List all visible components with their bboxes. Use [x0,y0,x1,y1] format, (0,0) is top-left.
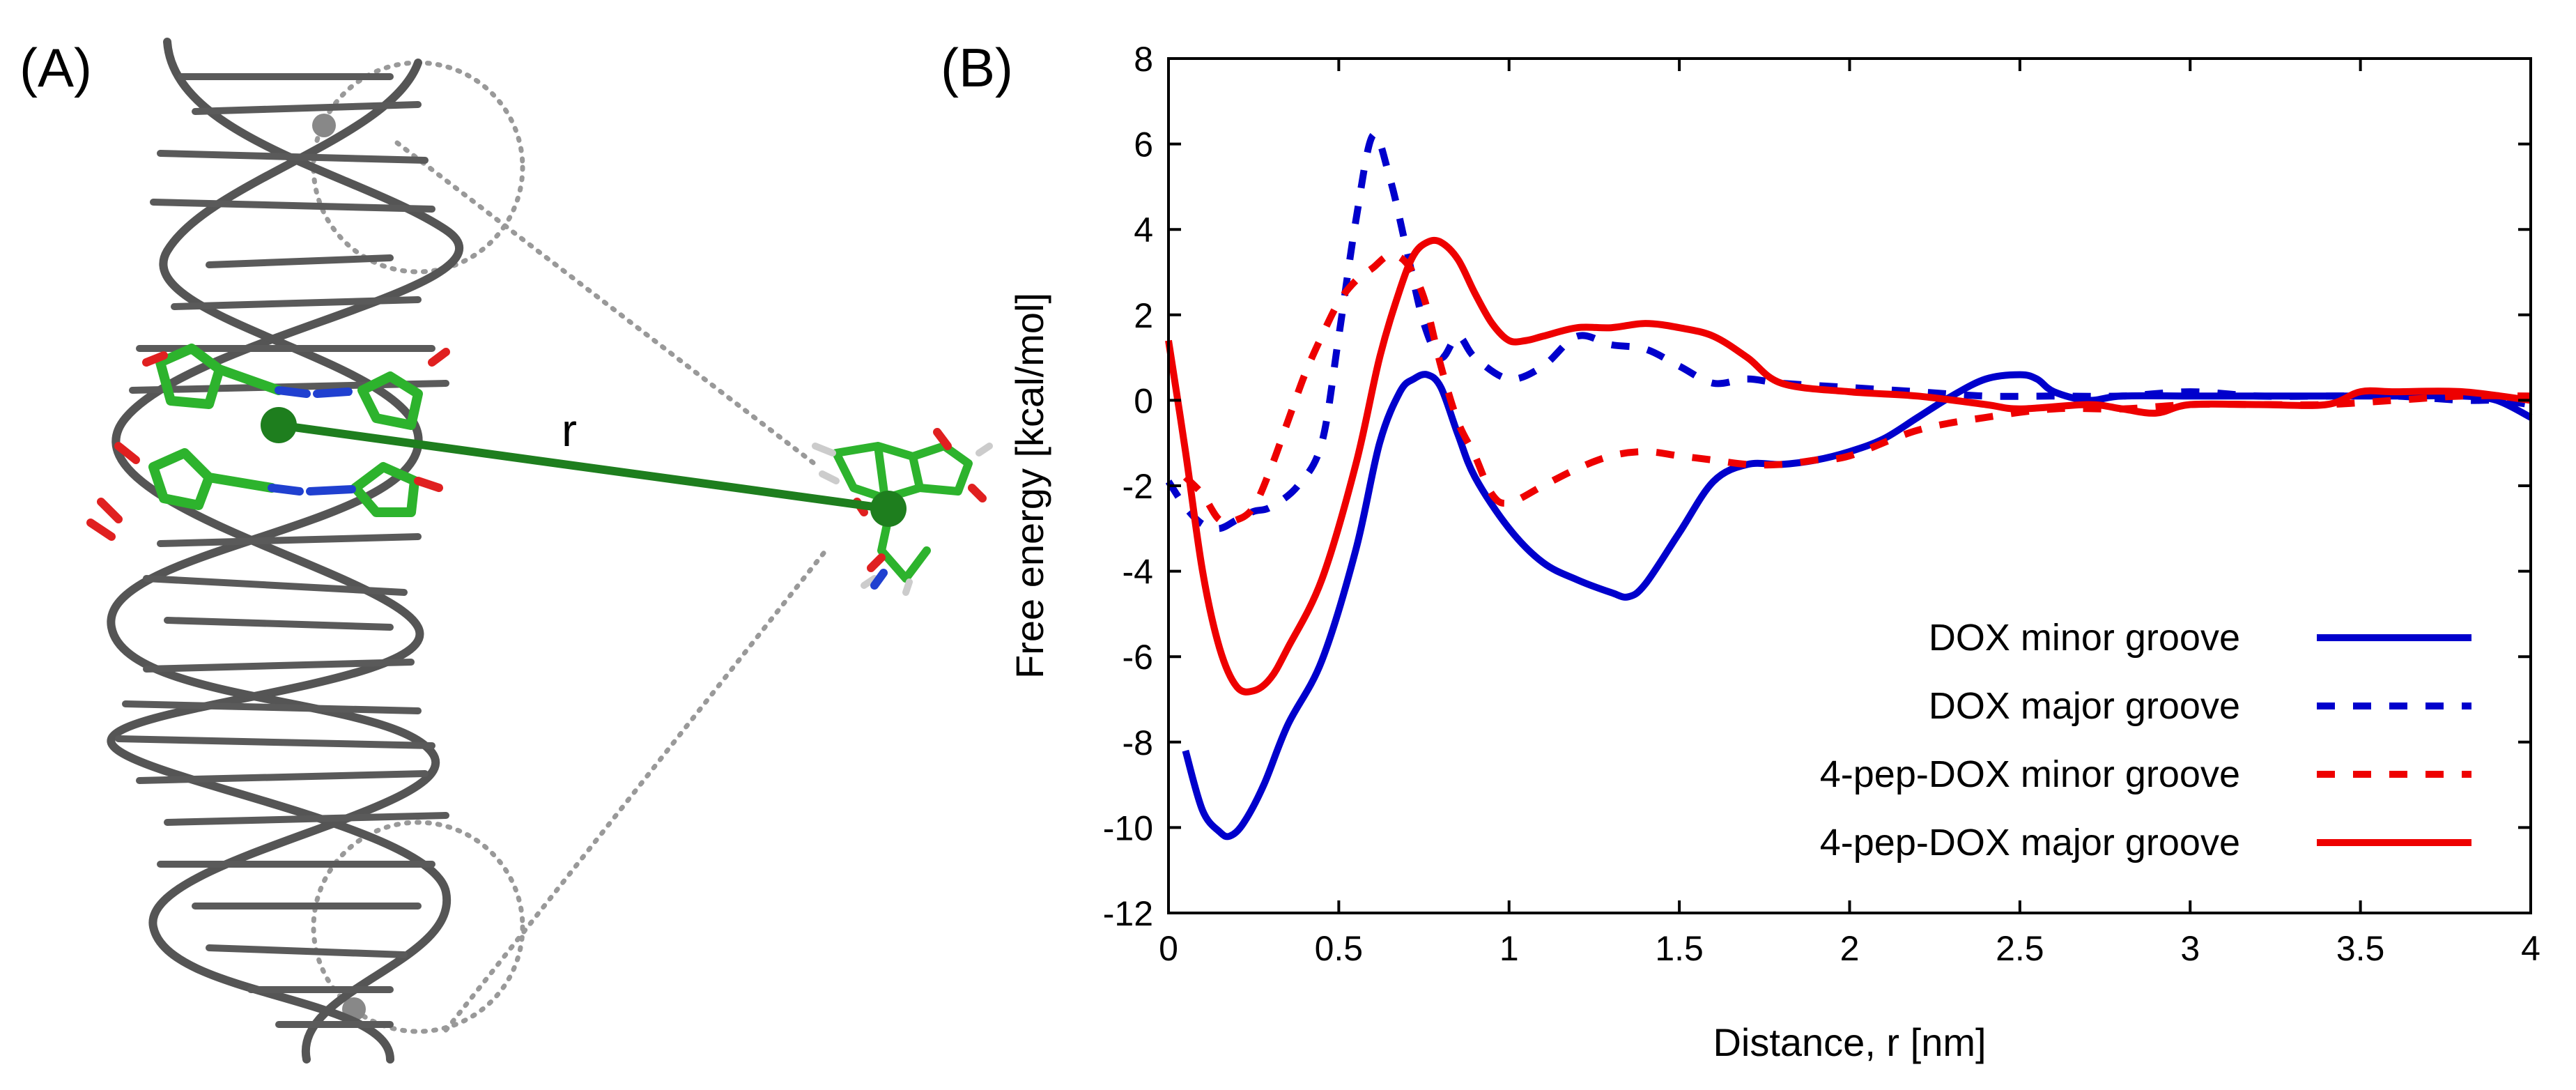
distance-vector: r [261,404,907,527]
x-tick-label: 1 [1499,929,1519,968]
series-line-dox-minor-groove [1182,371,2533,840]
x-tick-label: 0 [1159,929,1178,968]
legend: DOX minor groove DOX major groove 4-pep-DO… [1820,617,2471,863]
y-tick-label: -12 [1103,894,1153,933]
lower-base-pair [148,448,419,517]
y-tick-label: -6 [1123,638,1153,677]
panel-a: (A) [20,37,993,1064]
legend-label-dox-minor-groove: DOX minor groove [1929,617,2240,659]
y-tick-label: 8 [1134,40,1153,79]
ligand-oxygens [853,428,987,572]
ligand-center-point [870,491,907,527]
dna-helix [107,38,464,1064]
x-tick-label: 1.5 [1655,929,1704,968]
y-axis-label: Free energy [kcal/mol] [1008,293,1051,679]
x-axis-label: Distance, r [nm] [1713,1020,1986,1064]
base-pair-oxygens [86,348,450,541]
y-tick-label: -2 [1123,467,1153,506]
upper-base-pair [155,344,423,430]
series-line-4-pep-dox-major-groove [1165,236,2531,696]
dna-base-pairs [115,73,449,1028]
dna-center-point [261,407,297,443]
panel-a-label: (A) [20,37,92,98]
x-tick-label: 2 [1840,929,1860,968]
legend-label-dox-major-groove: DOX major groove [1929,685,2240,727]
panel-b: (B) 0 0.5 1 1.5 2 2.5 3 3.5 4 8 6 4 2 0 -2 -4 -6 -8 -10 -12… [941,37,2540,1064]
x-tick-label: 4 [2521,929,2540,968]
legend-label-4-pep-dox-major-groove: 4-pep-DOX major groove [1820,822,2240,863]
top-guide-line [394,140,822,470]
ligand-nitrogen [870,569,888,590]
dna-strand-1 [107,38,464,1064]
bottom-guide-line [443,548,828,1033]
x-tick-label: 2.5 [1996,929,2044,968]
distance-line [278,421,889,513]
y-tick-label: -4 [1123,553,1153,592]
tick-layer: 0 0.5 1 1.5 2 2.5 3 3.5 4 8 6 4 2 0 -2 -4 -6 -8 -10 -12 [1103,40,2540,968]
dna-strand-2 [107,59,440,1064]
y-tick-label: 6 [1134,125,1153,164]
top-reference-dot [312,114,336,137]
y-tick-label: 2 [1134,296,1153,335]
y-tick-label: 0 [1134,381,1153,420]
ligand-carbon-frame [832,442,973,583]
free-energy-chart: 0 0.5 1 1.5 2 2.5 3 3.5 4 8 6 4 2 0 -2 -4 -6 -8 -10 -12 DOX… [1008,40,2540,1064]
series-layer [1165,130,2533,840]
y-tick-label: -10 [1103,808,1153,847]
top-guide-circle [311,60,525,275]
x-tick-label: 3.5 [2336,929,2385,968]
highlighted-base-pairs [86,344,450,541]
base-pair-nitrogens [268,386,356,496]
ligand-hydrogens [812,443,993,596]
legend-label-4-pep-dox-minor-groove: 4-pep-DOX minor groove [1820,753,2240,795]
distance-label: r [562,404,577,456]
y-tick-label: 4 [1134,210,1153,250]
panel-b-label: (B) [941,37,1013,98]
ligand-molecule [812,428,993,596]
bottom-guide-circle [311,820,525,1034]
y-tick-label: -8 [1123,723,1153,762]
x-tick-label: 0.5 [1315,929,1364,968]
x-tick-label: 3 [2180,929,2200,968]
